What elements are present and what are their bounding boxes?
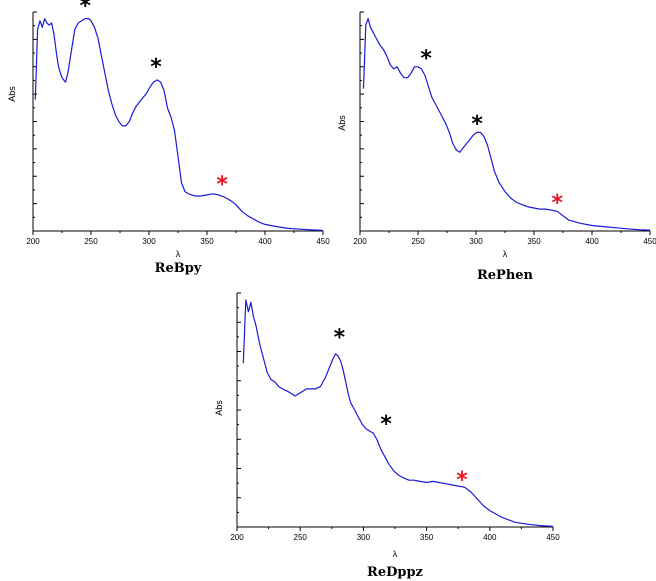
peak-marker: * — [216, 172, 228, 197]
x-tick-label: 250 — [411, 237, 425, 246]
x-tick-label: 300 — [357, 533, 371, 542]
x-tick-label: 350 — [527, 237, 541, 246]
spectrum-line — [362, 18, 651, 231]
x-tick-label: 400 — [585, 237, 599, 246]
x-tick-label: 200 — [353, 237, 367, 246]
panel-title: RePhen — [477, 268, 534, 283]
x-axis-label: λ — [176, 249, 181, 259]
x-tick-label: 300 — [142, 237, 156, 246]
x-tick-label: 350 — [420, 533, 434, 542]
peak-marker: * — [334, 325, 346, 350]
x-tick-label: 450 — [546, 533, 560, 542]
x-tick-label: 250 — [84, 237, 98, 246]
y-axis-label: Abs — [337, 115, 347, 131]
x-tick-label: 250 — [294, 533, 308, 542]
x-tick-label: 450 — [316, 237, 330, 246]
spectrum-line — [34, 18, 324, 231]
x-tick-label: 300 — [469, 237, 483, 246]
peak-marker: * — [551, 191, 563, 216]
x-tick-label: 450 — [643, 237, 656, 246]
panel-redppz: 200 250 300 350 400 450 * * * λ Abs ReDppz — [214, 292, 560, 580]
x-axis-label: λ — [503, 249, 508, 259]
x-axis-label: λ — [393, 549, 398, 559]
panel-rebpy: 200 250 300 350 400 450 * * * λ Abs ReBpy — [7, 0, 330, 276]
peak-marker: * — [79, 0, 91, 19]
x-tick-label: 200 — [26, 237, 40, 246]
y-axis-label: Abs — [7, 86, 17, 102]
peak-marker: * — [420, 46, 432, 71]
peak-marker: * — [150, 55, 162, 80]
y-axis-label: Abs — [214, 400, 224, 416]
panel-title: ReDppz — [367, 565, 423, 580]
spectrum-line — [242, 299, 554, 527]
x-tick-label: 400 — [258, 237, 272, 246]
plot-area: 200 250 300 350 400 450 * * * — [230, 292, 560, 542]
x-tick-label: 350 — [200, 237, 214, 246]
x-tick-label: 200 — [230, 533, 244, 542]
peak-marker: * — [456, 468, 468, 493]
plot-area: 200 250 300 350 400 450 * * * — [353, 11, 656, 246]
plot-area: 200 250 300 350 400 450 * * * — [26, 0, 330, 246]
panel-title: ReBpy — [155, 261, 202, 276]
x-tick-label: 400 — [483, 533, 497, 542]
peak-marker: * — [380, 412, 392, 437]
panel-rephen: 200 250 300 350 400 450 * * * λ Abs RePhen — [337, 11, 656, 283]
peak-marker: * — [471, 112, 483, 137]
